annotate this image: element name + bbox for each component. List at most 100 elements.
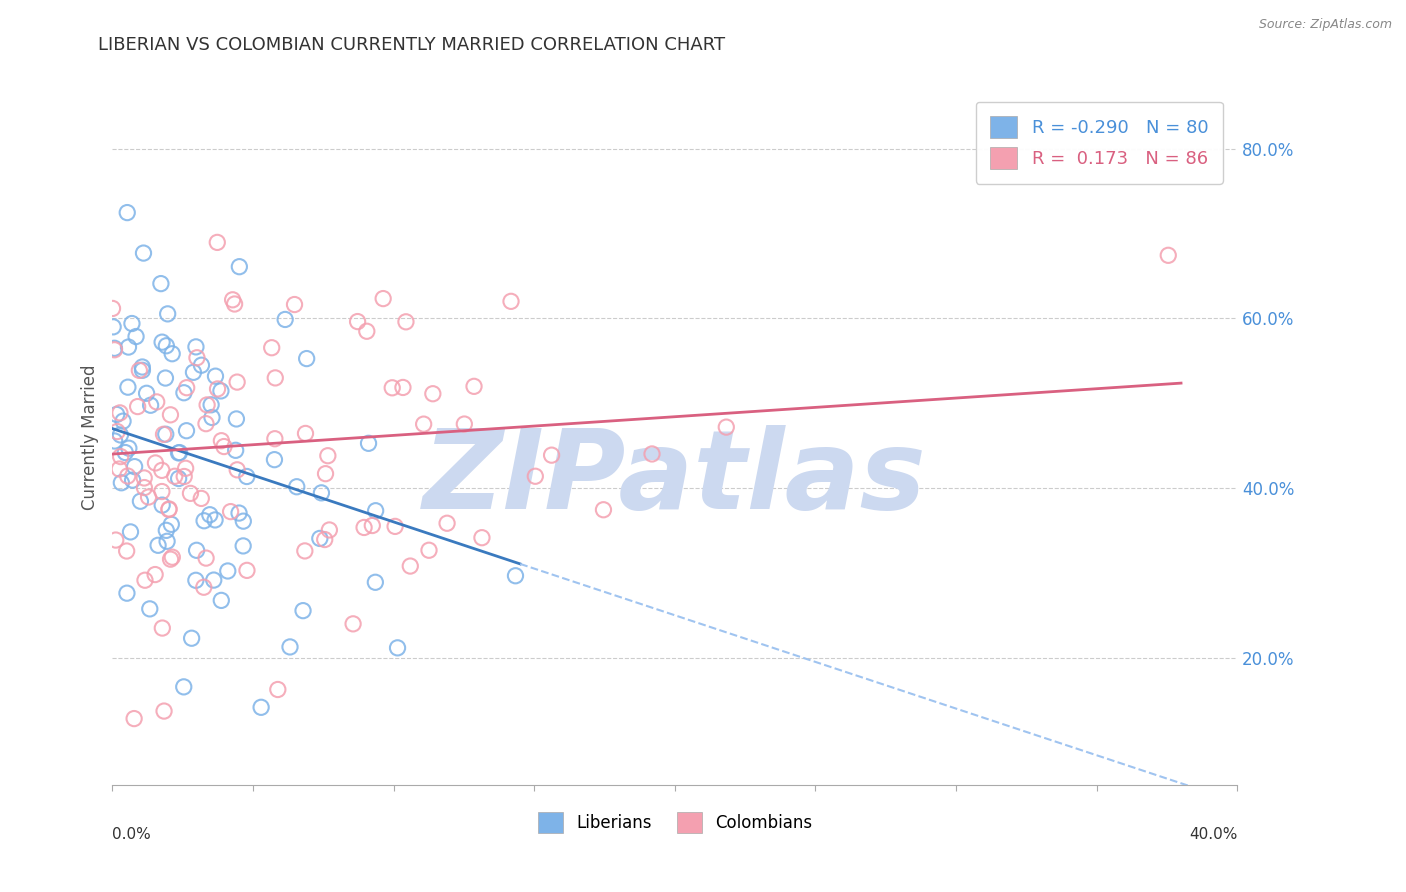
- Point: [207, 382, 229, 396]
- Point: [236, 469, 259, 483]
- Point: [135, 386, 157, 401]
- Point: [226, 375, 249, 389]
- Point: [264, 371, 287, 385]
- Point: [356, 324, 378, 338]
- Point: [173, 680, 195, 694]
- Point: [139, 398, 162, 412]
- Point: [228, 506, 250, 520]
- Point: [392, 380, 415, 394]
- Point: [124, 459, 146, 474]
- Point: [184, 574, 207, 588]
- Point: [357, 436, 380, 450]
- Point: [353, 520, 375, 534]
- Point: [184, 340, 207, 354]
- Point: [115, 544, 138, 558]
- Point: [315, 467, 337, 481]
- Point: [105, 425, 128, 439]
- Point: [228, 260, 250, 274]
- Point: [422, 386, 444, 401]
- Text: Source: ZipAtlas.com: Source: ZipAtlas.com: [1258, 18, 1392, 31]
- Point: [292, 604, 315, 618]
- Point: [285, 480, 308, 494]
- Point: [267, 682, 290, 697]
- Point: [120, 524, 142, 539]
- Point: [143, 567, 166, 582]
- Point: [110, 475, 132, 490]
- Point: [463, 379, 485, 393]
- Point: [342, 616, 364, 631]
- Point: [160, 347, 183, 361]
- Point: [225, 443, 247, 458]
- Point: [131, 359, 153, 374]
- Point: [150, 498, 173, 512]
- Point: [103, 341, 125, 355]
- Point: [108, 406, 131, 420]
- Point: [499, 294, 522, 309]
- Point: [179, 486, 201, 500]
- Point: [180, 631, 202, 645]
- Point: [163, 469, 186, 483]
- Y-axis label: Currently Married: Currently Married: [80, 364, 98, 510]
- Point: [217, 564, 239, 578]
- Point: [125, 329, 148, 343]
- Point: [471, 531, 494, 545]
- Point: [198, 508, 221, 522]
- Point: [145, 456, 167, 470]
- Point: [153, 704, 176, 718]
- Point: [103, 343, 125, 357]
- Point: [129, 494, 152, 508]
- Point: [156, 307, 179, 321]
- Point: [260, 341, 283, 355]
- Point: [186, 351, 208, 365]
- Point: [318, 523, 340, 537]
- Point: [150, 335, 173, 350]
- Point: [174, 461, 197, 475]
- Point: [115, 205, 138, 219]
- Point: [110, 428, 132, 442]
- Point: [195, 398, 218, 412]
- Point: [108, 462, 131, 476]
- Point: [156, 534, 179, 549]
- Point: [169, 445, 191, 459]
- Point: [173, 469, 195, 483]
- Point: [146, 538, 169, 552]
- Point: [384, 519, 406, 533]
- Point: [122, 712, 145, 726]
- Point: [134, 481, 156, 495]
- Point: [418, 543, 440, 558]
- Point: [524, 469, 547, 483]
- Point: [138, 490, 160, 504]
- Point: [308, 532, 330, 546]
- Point: [314, 533, 336, 547]
- Point: [121, 473, 143, 487]
- Point: [117, 469, 139, 483]
- Point: [294, 544, 316, 558]
- Point: [232, 514, 254, 528]
- Point: [195, 551, 218, 566]
- Point: [117, 340, 139, 354]
- Point: [194, 417, 217, 431]
- Point: [105, 408, 128, 422]
- Point: [152, 427, 174, 442]
- Text: ZIPatlas: ZIPatlas: [423, 425, 927, 533]
- Point: [155, 524, 177, 538]
- Point: [101, 301, 124, 316]
- Point: [115, 586, 138, 600]
- Point: [101, 319, 124, 334]
- Point: [200, 398, 222, 412]
- Point: [226, 463, 249, 477]
- Point: [190, 358, 212, 372]
- Point: [104, 434, 127, 448]
- Point: [149, 277, 172, 291]
- Point: [190, 491, 212, 506]
- Point: [381, 381, 404, 395]
- Point: [278, 640, 301, 654]
- Point: [114, 445, 136, 459]
- Point: [183, 365, 205, 379]
- Point: [1157, 248, 1180, 262]
- Point: [167, 446, 190, 460]
- Point: [128, 363, 150, 377]
- Point: [221, 293, 243, 307]
- Point: [224, 297, 246, 311]
- Point: [118, 441, 141, 455]
